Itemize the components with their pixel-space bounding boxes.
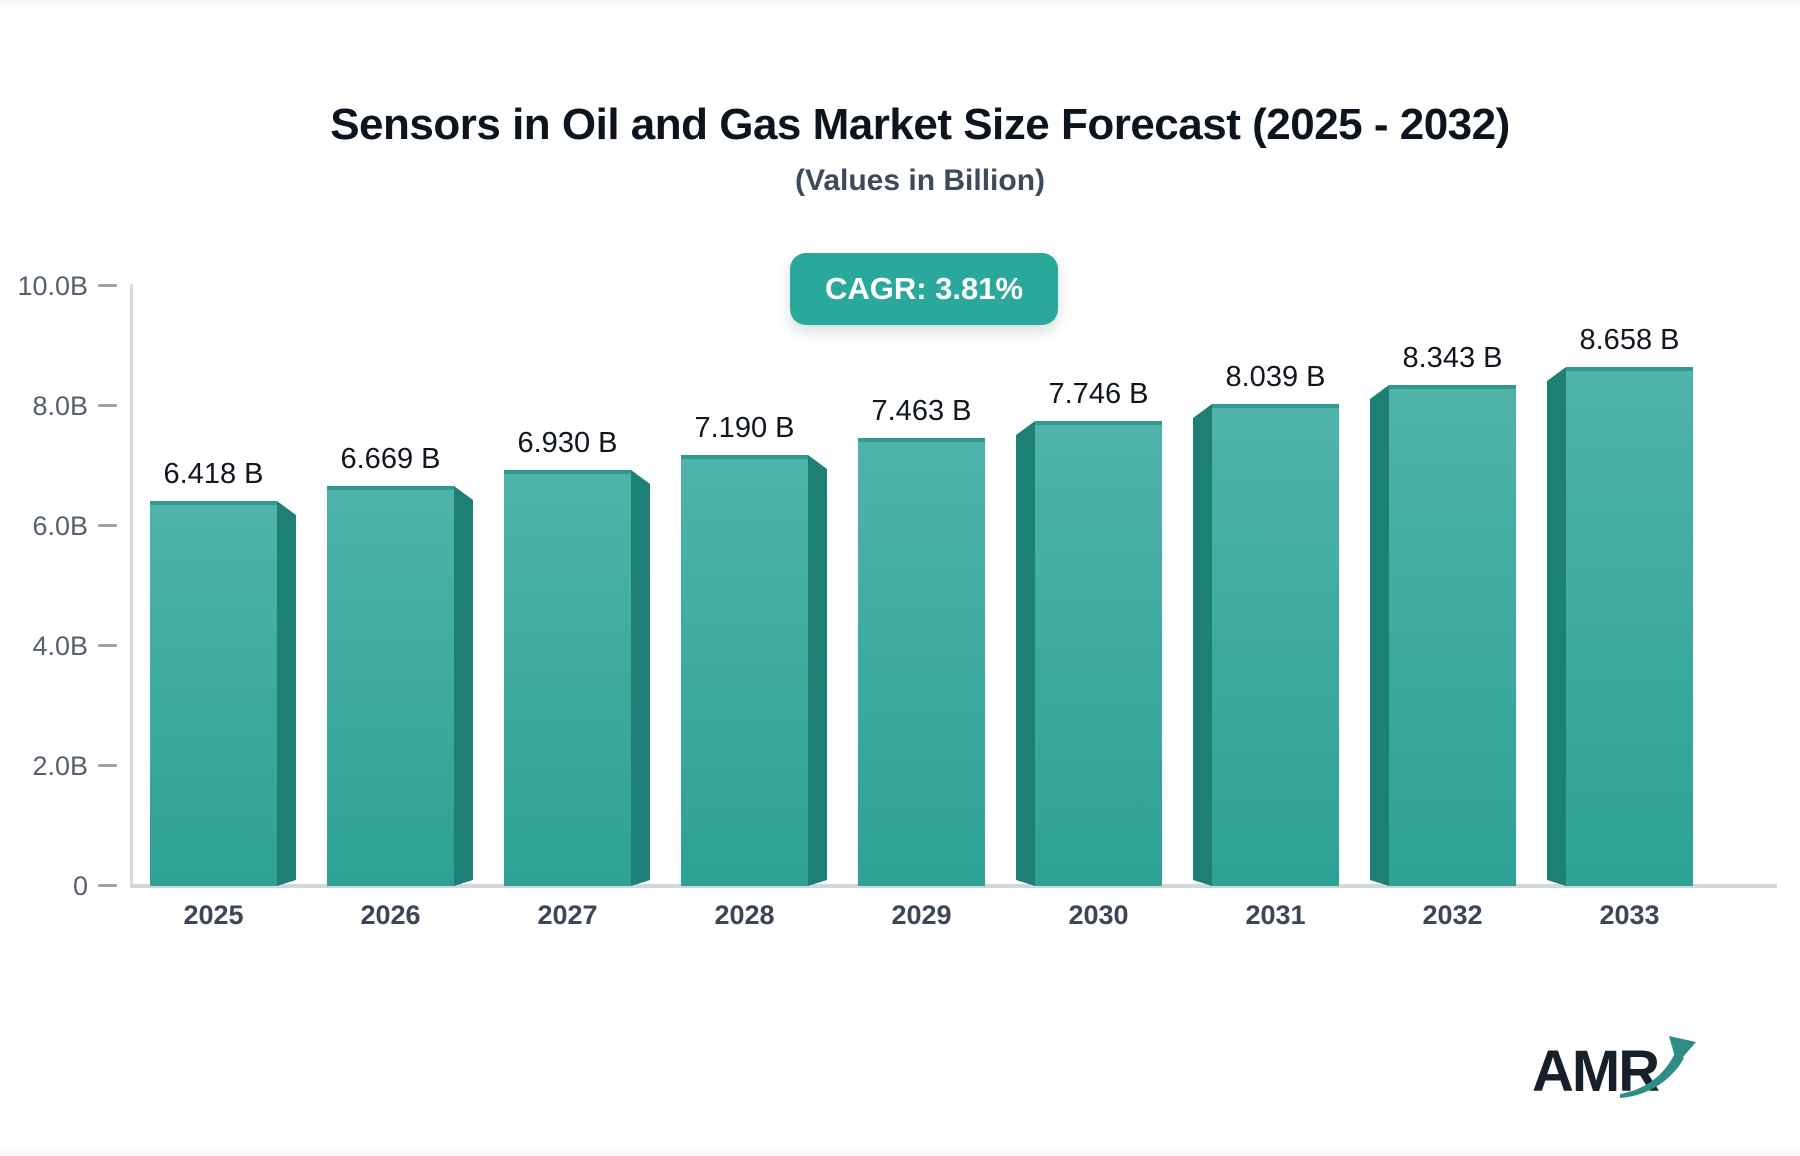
bar-2025 [150,501,277,886]
x-axis-label: 2031 [1245,900,1306,930]
x-axis-label: 2026 [360,900,421,930]
bar-2031 [1212,404,1339,886]
y-tick-label: 0 [72,871,88,901]
bar-2027 [504,470,631,886]
amr-logo: AMR [1532,1036,1722,1108]
y-tick-label: 8.0B [32,391,88,421]
bar-side-panel [1016,421,1035,886]
y-tick-mark [98,884,117,887]
bar-2033 [1566,367,1693,886]
bar-value-label: 7.463 B [871,395,972,427]
bar-value-label: 7.190 B [694,412,795,444]
bar-value-label: 7.746 B [1048,378,1149,410]
x-axis-label: 2033 [1599,900,1660,930]
y-axis-line [130,284,133,886]
x-axis-line [130,884,1777,888]
bar-2029 [858,438,985,886]
bar-2030 [1035,421,1162,886]
bar-2032 [1389,385,1516,886]
y-tick-label: 6.0B [32,511,88,541]
x-axis-label: 2027 [537,900,598,930]
bar-side-panel [454,486,473,886]
bar-value-label: 6.418 B [163,458,264,490]
y-tick-label: 2.0B [32,751,88,781]
bar-value-label: 8.039 B [1225,361,1326,393]
y-tick-mark [98,404,117,407]
x-axis-label: 2032 [1422,900,1483,930]
x-axis-label: 2028 [714,900,775,930]
x-axis-label: 2025 [183,900,244,930]
bar-value-label: 8.343 B [1402,342,1503,374]
bar-side-panel [1193,404,1212,886]
bar-value-label: 8.658 B [1579,324,1680,356]
bar-value-label: 6.930 B [517,427,618,459]
cagr-badge: CAGR: 3.81% [790,253,1058,325]
y-tick-label: 10.0B [17,271,88,301]
x-axis-label: 2030 [1068,900,1129,930]
bar-side-panel [277,501,296,886]
bar-side-panel [808,455,827,886]
bar-side-panel [631,470,650,886]
trend-up-arrow-icon [1620,1036,1696,1098]
bar-side-panel [1547,367,1566,886]
bar-value-label: 6.669 B [340,443,441,475]
bar-2026 [327,486,454,886]
chart-title: Sensors in Oil and Gas Market Size Forec… [330,100,1510,149]
chart-subtitle: (Values in Billion) [794,164,1046,197]
bar-side-panel [1370,385,1389,886]
x-axis-label: 2029 [891,900,952,930]
y-tick-mark [98,764,117,767]
bar-2028 [681,455,808,886]
y-tick-label: 4.0B [32,631,88,661]
y-tick-mark [98,524,117,527]
y-tick-mark [98,284,117,287]
y-tick-mark [98,644,117,647]
